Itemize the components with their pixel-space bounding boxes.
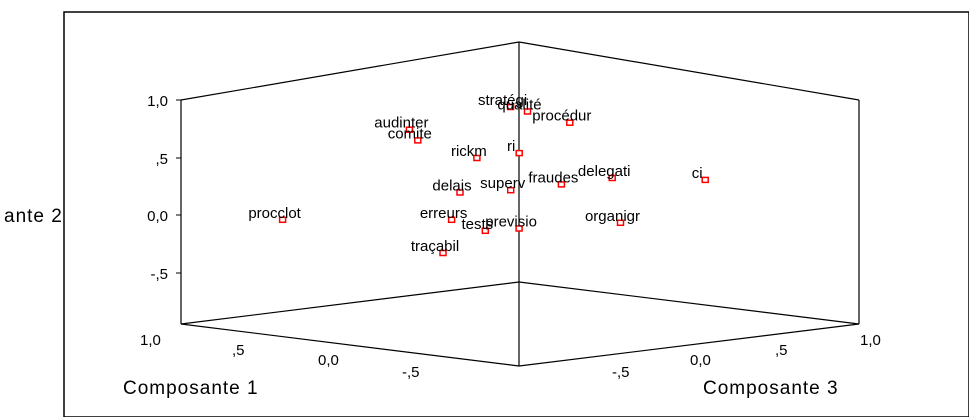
x-tick-label: -,5	[402, 364, 420, 381]
data-point-label: audinter	[374, 115, 428, 132]
data-point-marker	[566, 119, 574, 126]
data-point-marker	[414, 137, 422, 144]
data-point-label: qualité	[497, 97, 541, 114]
data-point-marker	[515, 149, 523, 157]
data-point-marker	[701, 176, 709, 184]
data-point-label: tests	[461, 216, 493, 233]
y-axis-title: ante 2	[4, 206, 63, 227]
data-point-label: ci	[692, 165, 703, 182]
x-axis: 1,0 ,5 0,0 -,5 Composante 1	[123, 332, 420, 399]
data-point-marker	[506, 103, 515, 111]
data-point-marker	[405, 126, 414, 133]
data-point-marker	[481, 227, 490, 235]
x-tick-label: ,5	[232, 342, 245, 359]
box-edges	[180, 41, 860, 367]
x-axis-title: Composante 1	[123, 378, 259, 399]
data-point-label: procédur	[532, 108, 591, 125]
y-tick-label: 1,0	[147, 93, 168, 110]
z-axis: -,5 0,0 ,5 1,0 Composante 3	[612, 332, 881, 399]
x-tick-label: 1,0	[140, 332, 161, 349]
data-point-label: ri	[507, 138, 515, 155]
data-point-marker	[447, 216, 456, 224]
data-point-marker	[515, 225, 523, 232]
z-axis-title: Composante 3	[703, 378, 839, 399]
data-point-marker	[506, 186, 515, 194]
data-point-label: organigr	[585, 208, 640, 225]
data-point-marker	[557, 181, 566, 188]
data-point-label: rickm	[451, 143, 487, 160]
data-point-label: stratégi	[478, 92, 527, 109]
data-point-label: superv	[480, 175, 526, 192]
z-tick-label: -,5	[612, 364, 630, 381]
data-point-label: delais	[432, 178, 471, 195]
data-point-marker	[278, 216, 287, 224]
z-tick-label: 1,0	[860, 332, 881, 349]
x-tick-label: 0,0	[318, 352, 339, 369]
data-point-label: delegati	[578, 163, 631, 180]
data-point-label: erreurs	[420, 205, 468, 222]
data-point-marker	[439, 249, 447, 257]
data-point-label: traçabil	[411, 238, 459, 255]
data-point-marker	[456, 189, 464, 196]
data-point-label: fraudes	[528, 169, 578, 186]
y-tick-label: 0,0	[147, 208, 168, 225]
data-point-label: procclot	[248, 205, 301, 222]
y-tick-label: -,5	[150, 266, 168, 283]
plot-frame	[63, 11, 969, 417]
y-tick-label: ,5	[155, 151, 168, 168]
y-axis: 1,0 ,5 0,0 -,5 ante 2	[4, 93, 181, 283]
data-point-marker	[608, 174, 616, 182]
data-point-marker	[616, 219, 625, 227]
data-point-label: comite	[388, 125, 432, 142]
z-tick-label: ,5	[775, 342, 788, 359]
z-tick-label: 0,0	[690, 352, 711, 369]
data-point-label: previsio	[485, 214, 537, 231]
data-point-marker	[523, 108, 532, 115]
data-point-marker	[473, 154, 481, 162]
